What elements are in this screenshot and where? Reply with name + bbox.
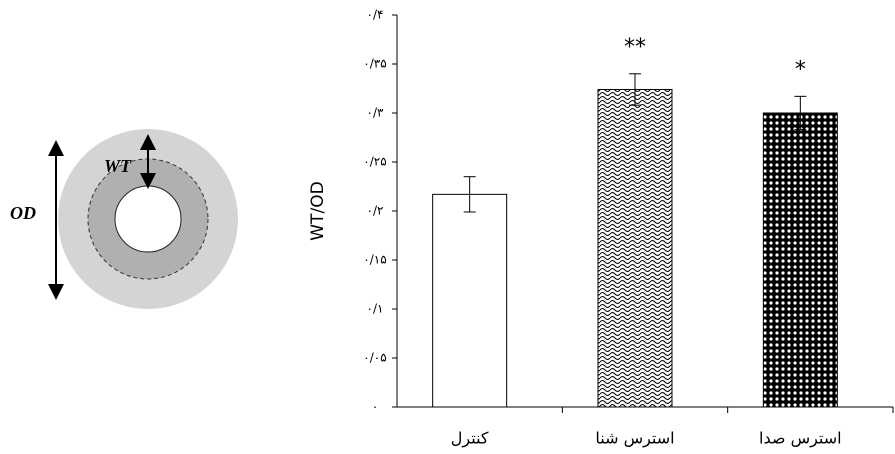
y-tick-label: ۰/۳۵: [363, 57, 386, 71]
bar: [598, 89, 672, 407]
x-tick-label: استرس صدا: [759, 429, 842, 449]
y-axis-label: WT/OD: [308, 181, 328, 240]
y-tick-label: ۰/۲: [367, 204, 384, 218]
significance-mark: **: [624, 35, 646, 60]
y-tick-label: ۰/۴: [367, 8, 384, 22]
y-tick-label: ۰/۱: [367, 302, 384, 316]
figure: OD WT WT/OD ۰ ۰/۰۵ ۰/۱ ۰/۱۵ ۰/۲ ۰/۲۵ ۰/۳ ۰/۳۵ ۰/…: [0, 0, 895, 454]
y-tick-label: ۰: [372, 400, 378, 414]
lumen: [115, 186, 181, 252]
tube-diagram: OD WT: [10, 129, 238, 309]
y-tick-label: ۰/۰۵: [363, 351, 386, 365]
x-tick-label: استرس شنا: [595, 429, 674, 449]
y-tick-label: ۰/۱۵: [363, 253, 386, 267]
wt-label: WT: [104, 156, 132, 176]
x-tick-label: کنترل: [451, 429, 489, 449]
od-label: OD: [10, 203, 36, 223]
significance-mark: *: [795, 57, 806, 82]
y-tick-label: ۰/۲۵: [363, 155, 386, 169]
y-tick-label: ۰/۳: [367, 106, 384, 120]
bar: [763, 113, 837, 407]
bar: [433, 194, 507, 407]
